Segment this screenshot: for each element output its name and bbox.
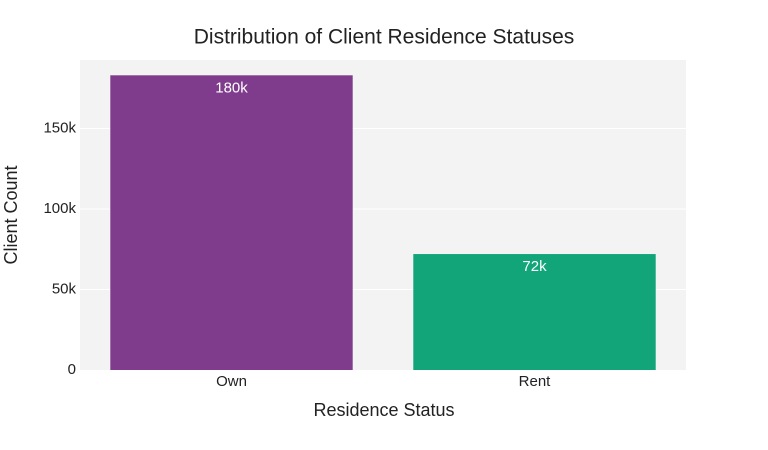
y-tick-label: 100k — [43, 200, 76, 217]
y-axis-title: Client Count — [1, 165, 21, 264]
value-label: 180k — [215, 79, 248, 96]
bar — [413, 254, 656, 370]
x-tick-label: Own — [216, 373, 247, 390]
bar — [110, 75, 353, 370]
value-label: 72k — [522, 258, 547, 275]
chart-title: Distribution of Client Residence Statuse… — [194, 26, 575, 49]
y-tick-label: 50k — [52, 280, 77, 297]
y-tick-label: 0 — [68, 361, 76, 378]
x-axis-title: Residence Status — [313, 400, 454, 420]
x-tick-label: Rent — [519, 373, 552, 390]
y-tick-label: 150k — [43, 119, 76, 136]
